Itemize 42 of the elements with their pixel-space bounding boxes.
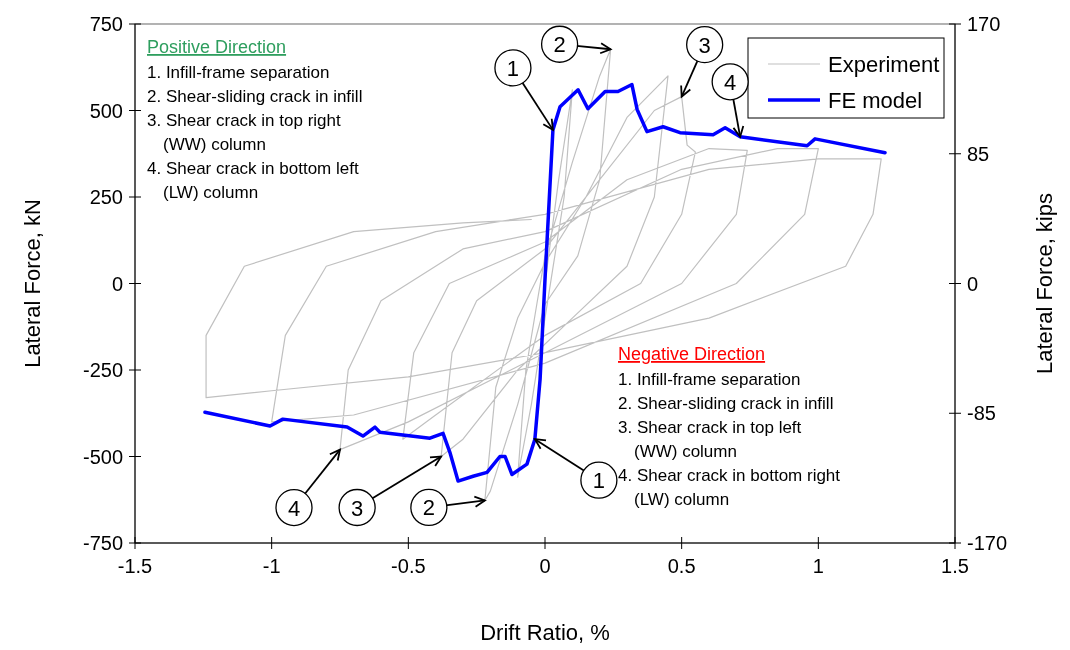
annotation: 4 — [724, 69, 737, 95]
x-tick-label: 1 — [812, 555, 824, 577]
y2-tick-label: 170 — [967, 13, 1001, 35]
y2-tick-label: 0 — [967, 272, 979, 295]
annotation: 2 — [422, 495, 435, 521]
annotation: 2 — [553, 32, 566, 58]
y-axis-title: Lateral Force, kN — [20, 199, 45, 368]
annotation: 4 — [287, 495, 301, 521]
y-tick-label: -750 — [82, 532, 123, 554]
x-tick-label: -1.5 — [117, 555, 153, 577]
y-tick-label: -500 — [82, 445, 123, 468]
y2-tick-label: 85 — [967, 142, 990, 165]
annotation: Positive Direction — [147, 37, 287, 57]
y-tick-label: -250 — [82, 359, 123, 381]
x-tick-label: -0.5 — [391, 555, 426, 577]
annotation: 2. Shear-sliding crack in infill — [147, 87, 363, 106]
x-tick-label: 0 — [539, 555, 551, 577]
x-tick-label: -1 — [262, 555, 281, 577]
annotation: 1 — [592, 468, 606, 494]
annotation: 1. Infill-frame separation — [618, 370, 801, 389]
annotation: 4. Shear crack in bottom right (LW) column — [618, 466, 841, 509]
annotation: 3. Shear crack in top left (WW) column — [618, 418, 802, 461]
annotation: 1. Infill-frame separation — [147, 63, 330, 82]
annotation: 2. Shear-sliding crack in infill — [618, 394, 834, 413]
x-axis-title: Drift Ratio, % — [480, 620, 610, 645]
x-tick-label: 1.5 — [941, 555, 969, 577]
legend-label: Experiment — [828, 52, 940, 77]
x-tick-label: 0.5 — [667, 555, 696, 577]
annotation: Negative Direction — [618, 344, 766, 364]
annotation: 3 — [698, 32, 711, 58]
y2-axis-title: Lateral Force, kips — [1032, 193, 1057, 374]
y-tick-label: 0 — [111, 272, 123, 295]
annotation: 3. Shear crack in top right (WW) column — [147, 111, 341, 154]
annotation: 1 — [506, 55, 520, 81]
y2-tick-label: -85 — [967, 402, 996, 425]
y2-tick-label: -170 — [967, 532, 1008, 554]
annotation: 4. Shear crack in bottom left (LW) column — [147, 159, 359, 202]
y-tick-label: 250 — [89, 186, 123, 208]
annotation: 3 — [351, 495, 364, 521]
y-tick-label: 750 — [89, 13, 123, 35]
y-tick-label: 500 — [89, 99, 123, 122]
legend-label: FE model — [828, 88, 923, 113]
